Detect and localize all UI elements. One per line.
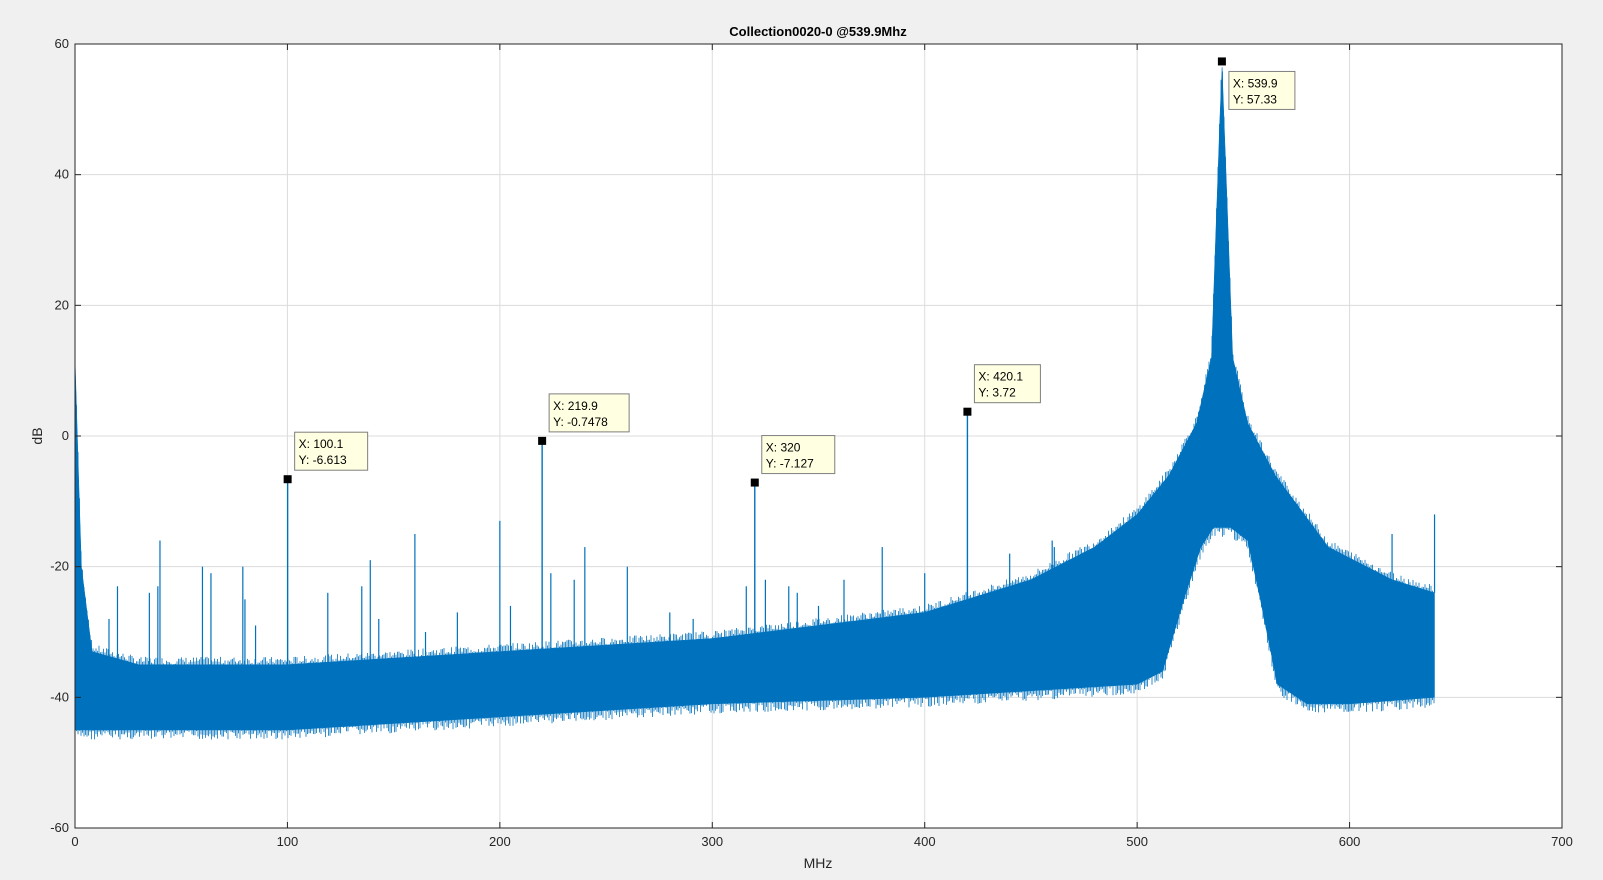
- y-tick-label: 60: [55, 36, 69, 51]
- datatip-box: [973, 364, 1041, 404]
- x-tick-label: 0: [71, 834, 78, 849]
- datatip-marker: [963, 407, 972, 416]
- y-tick-label: 0: [62, 428, 69, 443]
- y-tick-label: -40: [50, 689, 69, 704]
- datatip: X: 320 Y: -7.127: [750, 435, 836, 487]
- datatip-marker: [1217, 57, 1226, 66]
- datatip-x-label: X: 420.1: [978, 370, 1023, 384]
- datatip-y-label: Y: -6.613: [299, 453, 347, 467]
- y-tick-label: -60: [50, 820, 69, 835]
- datatip-marker: [283, 475, 292, 484]
- datatip-x-label: X: 219.9: [553, 399, 598, 413]
- x-tick-label: 400: [914, 834, 936, 849]
- x-tick-label: 100: [277, 834, 299, 849]
- datatip-box: [294, 431, 369, 471]
- datatips: X: 100.1 Y: -6.613 X: 219.9 Y: -0.7478 X: 32…: [283, 57, 1296, 487]
- datatip-marker: [538, 436, 547, 445]
- x-axis-label: MHz: [804, 855, 833, 871]
- spectrum-trace: [74, 67, 1436, 740]
- datatip-x-label: X: 100.1: [299, 437, 344, 451]
- chart-title: Collection0020-0 @539.9Mhz: [729, 24, 907, 39]
- datatip: X: 539.9 Y: 57.33: [1217, 57, 1296, 110]
- datatip-x-label: X: 539.9: [1233, 76, 1278, 90]
- datatip: X: 100.1 Y: -6.613: [283, 431, 369, 484]
- y-tick-label: 40: [55, 167, 69, 182]
- x-tick-label: 700: [1551, 834, 1573, 849]
- x-tick-label: 300: [701, 834, 723, 849]
- datatip-box: [761, 435, 836, 475]
- datatip-marker: [750, 478, 759, 487]
- datatip-box: [1228, 70, 1296, 110]
- y-tick-label: -20: [50, 559, 69, 574]
- x-tick-label: 200: [489, 834, 511, 849]
- datatip-y-label: Y: 57.33: [1233, 92, 1277, 106]
- axes-box: [74, 43, 1563, 829]
- datatip-x-label: X: 320: [766, 441, 801, 455]
- y-axis-label: dB: [29, 427, 45, 444]
- datatip-box: [548, 393, 630, 433]
- datatip: X: 420.1 Y: 3.72: [963, 364, 1041, 416]
- axes: 0 100 200 300 400 500 600 700 -60 -40 -20 0 20 40 60: [50, 36, 1573, 849]
- x-tick-label: 600: [1339, 834, 1361, 849]
- datatip-y-label: Y: -7.127: [766, 457, 814, 471]
- datatip-y-label: Y: -0.7478: [553, 415, 608, 429]
- y-tick-label: 20: [55, 297, 69, 312]
- datatip-y-label: Y: 3.72: [978, 386, 1016, 400]
- datatip: X: 219.9 Y: -0.7478: [538, 393, 630, 445]
- x-tick-label: 500: [1126, 834, 1148, 849]
